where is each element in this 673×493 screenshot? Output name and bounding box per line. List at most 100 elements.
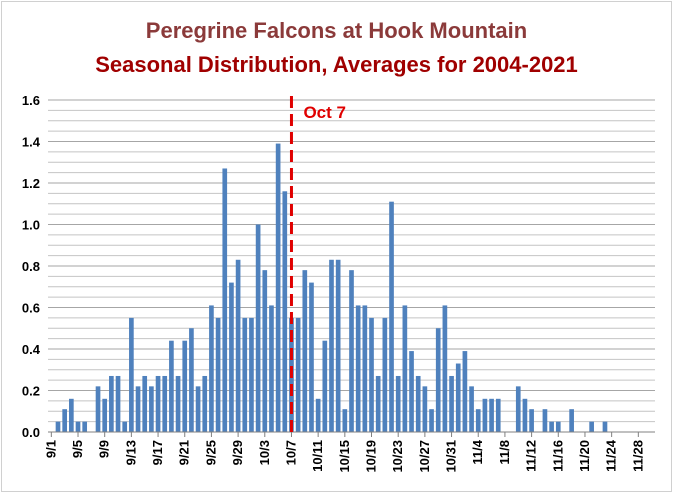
bar-9-16 xyxy=(149,386,154,432)
bar-10-10 xyxy=(309,282,314,432)
bar-10-1 xyxy=(249,317,254,432)
bar-10-11 xyxy=(315,398,321,432)
bar-11-14 xyxy=(542,409,548,432)
bar-9-20 xyxy=(175,375,181,432)
bar-10-16 xyxy=(349,270,354,432)
bar-11-21 xyxy=(589,421,594,432)
bar-11-6 xyxy=(489,398,494,432)
bar-9-12 xyxy=(122,421,128,432)
x-tick-label: 9/9 xyxy=(97,440,112,458)
bar-9-18 xyxy=(162,375,168,432)
bar-9-23 xyxy=(195,386,201,432)
bar-10-9 xyxy=(302,270,308,432)
x-tick-label: 9/17 xyxy=(150,440,165,465)
x-tick-label: 10/23 xyxy=(390,440,405,473)
bar-10-28 xyxy=(429,409,434,432)
bar-9-17 xyxy=(155,375,161,432)
x-tick-label: 10/11 xyxy=(310,440,325,472)
bar-10-19 xyxy=(369,317,374,432)
bar-9-9 xyxy=(102,398,108,432)
x-tick-label: 10/19 xyxy=(364,440,379,473)
bar-10-22 xyxy=(389,201,394,432)
bar-10-25 xyxy=(409,351,414,432)
x-tick-label: 9/13 xyxy=(123,440,138,465)
bar-9-24 xyxy=(202,375,208,432)
bar-9-15 xyxy=(142,375,148,432)
bar-10-30 xyxy=(442,305,448,432)
bar-10-23 xyxy=(395,375,401,432)
x-tick-label: 9/29 xyxy=(230,440,245,465)
y-tick-label: 1.2 xyxy=(22,176,40,191)
bar-10-5 xyxy=(275,143,281,432)
x-tick-label: 9/21 xyxy=(177,440,192,465)
bar-9-6 xyxy=(82,421,88,432)
bar-10-15 xyxy=(342,409,348,432)
x-tick-label: 9/1 xyxy=(43,440,58,458)
bar-11-15 xyxy=(549,421,554,432)
bar-10-4 xyxy=(269,305,274,432)
x-tick-label: 11/4 xyxy=(470,439,485,464)
bar-9-13 xyxy=(129,317,134,432)
bar-10-27 xyxy=(422,386,428,432)
x-tick-label: 11/16 xyxy=(550,440,565,472)
bar-9-29 xyxy=(235,259,241,432)
bar-10-14 xyxy=(335,259,341,432)
x-tick-label: 11/12 xyxy=(524,440,539,472)
bar-9-8 xyxy=(95,386,101,432)
x-tick-label: 11/20 xyxy=(577,440,592,472)
x-tick-label: 10/3 xyxy=(257,440,272,465)
bar-10-12 xyxy=(322,340,328,432)
bar-9-4 xyxy=(69,398,74,432)
bar-10-8 xyxy=(295,317,301,432)
bar-9-3 xyxy=(62,409,68,432)
bar-9-22 xyxy=(189,328,194,432)
y-tick-label: 1.4 xyxy=(22,135,41,150)
bar-10-24 xyxy=(402,305,408,432)
bar-10-3 xyxy=(262,270,268,432)
bar-10-21 xyxy=(382,317,388,432)
bar-9-11 xyxy=(115,375,121,432)
bar-10-6 xyxy=(282,191,288,432)
x-tick-label: 10/31 xyxy=(444,440,459,473)
x-tick-label: 11/8 xyxy=(497,440,512,465)
bar-10-29 xyxy=(435,328,441,432)
bar-11-4 xyxy=(475,409,481,432)
x-tick-label: 10/7 xyxy=(283,440,298,465)
bar-10-20 xyxy=(375,375,381,432)
bar-9-25 xyxy=(209,305,214,432)
y-tick-label: 0.8 xyxy=(22,259,40,274)
y-tick-label: 0.6 xyxy=(22,301,40,316)
y-tick-label: 0.2 xyxy=(22,384,40,399)
bar-9-28 xyxy=(229,282,234,432)
y-tick-label: 0.4 xyxy=(22,342,41,357)
x-tick-label: 10/15 xyxy=(337,440,352,473)
bar-11-12 xyxy=(529,409,534,432)
bar-11-11 xyxy=(522,398,528,432)
chart-title: Peregrine Falcons at Hook Mountain xyxy=(145,18,528,43)
bar-10-26 xyxy=(415,375,421,432)
bar-9-5 xyxy=(75,421,81,432)
bar-11-2 xyxy=(462,351,468,432)
bar-9-21 xyxy=(182,340,188,432)
bar-10-31 xyxy=(449,375,454,432)
bar-9-14 xyxy=(135,386,141,432)
bar-9-26 xyxy=(215,317,221,432)
chart-subtitle: Seasonal Distribution, Averages for 2004… xyxy=(95,52,578,77)
bar-9-2 xyxy=(55,421,61,432)
bar-11-3 xyxy=(469,386,474,432)
x-tick-label: 11/24 xyxy=(604,439,619,472)
bar-10-13 xyxy=(329,259,334,432)
bar-11-1 xyxy=(455,363,461,432)
bar-9-10 xyxy=(109,375,114,432)
bar-11-23 xyxy=(602,421,608,432)
oct7-annotation-label: Oct 7 xyxy=(303,103,346,122)
bar-10-17 xyxy=(355,305,361,432)
y-tick-label: 0.0 xyxy=(22,425,40,440)
bar-11-10 xyxy=(515,386,521,432)
bar-11-5 xyxy=(482,398,488,432)
x-tick-label: 11/28 xyxy=(630,440,645,472)
bar-11-16 xyxy=(555,421,561,432)
x-tick-label: 9/5 xyxy=(70,440,85,458)
bar-11-7 xyxy=(495,398,501,432)
